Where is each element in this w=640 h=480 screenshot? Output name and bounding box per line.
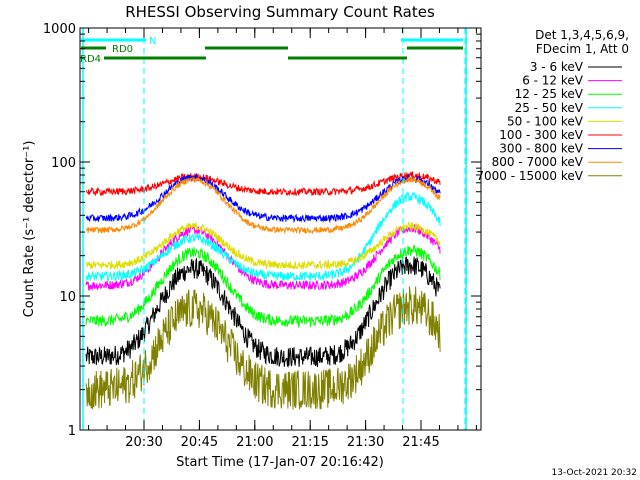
legend: Det 1,3,4,5,6,9, FDecim 1, Att 0 3 - 6 k…: [476, 28, 629, 183]
legend-label-5: 50 - 100 keV: [507, 114, 584, 128]
x-tick-label-2: 20:45: [181, 435, 218, 450]
x-tick-label-5: 21:30: [347, 435, 384, 450]
x-tick-label-6: 21:45: [402, 435, 439, 450]
y-axis-label: Count Rate (s⁻¹ detector⁻¹): [22, 141, 37, 318]
x-tick-label-4: 21:15: [291, 435, 328, 450]
series-line-3: [85, 244, 441, 329]
footer-date: 13-Oct-2021 20:32: [552, 468, 637, 478]
y-tick-label-2: 10: [59, 290, 76, 305]
series-line-4: [85, 191, 441, 282]
y-tick-label-3: 100: [51, 156, 76, 171]
x-tick-label-1: 20:30: [125, 435, 162, 450]
series-layer: [85, 171, 441, 410]
series-line-9: [85, 286, 441, 410]
legend-label-3: 12 - 25 keV: [515, 87, 584, 101]
legend-label-4: 25 - 50 keV: [515, 101, 584, 115]
series-line-5: [85, 221, 441, 271]
series-line-1: [85, 256, 441, 368]
legend-label-9: 7000 - 15000 keV: [476, 169, 583, 183]
x-axis: 20:30 20:45 21:00 21:15 21:30 21:45: [88, 28, 477, 450]
legend-label-6: 100 - 300 keV: [499, 128, 583, 142]
series-line-7: [85, 173, 441, 224]
rd0-flag-label: RD0: [112, 44, 133, 55]
flag-layer: N RD0 RD4: [80, 28, 467, 430]
x-axis-label: Start Time (17-Jan-07 20:16:42): [176, 455, 384, 470]
legend-label-8: 800 - 7000 keV: [492, 155, 584, 169]
legend-label-2: 6 - 12 keV: [522, 74, 584, 88]
y-axis: 1 10 100 1000: [43, 22, 481, 439]
legend-label-7: 300 - 800 keV: [499, 142, 583, 156]
chart-title: RHESSI Observing Summary Count Rates: [125, 3, 435, 21]
legend-header-line-1: Det 1,3,4,5,6,9,: [535, 28, 629, 42]
y-tick-label-1: 1: [68, 424, 76, 439]
n-flag-label: N: [149, 36, 156, 47]
x-tick-label-3: 21:00: [236, 435, 273, 450]
series-line-6: [85, 171, 441, 197]
plot-frame: [79, 27, 482, 431]
series-line-8: [85, 175, 441, 235]
y-tick-label-4: 1000: [43, 22, 76, 37]
rd4-flag-label: RD4: [80, 54, 101, 65]
legend-header-line-2: FDecim 1, Att 0: [536, 42, 629, 56]
legend-label-1: 3 - 6 keV: [530, 60, 584, 74]
